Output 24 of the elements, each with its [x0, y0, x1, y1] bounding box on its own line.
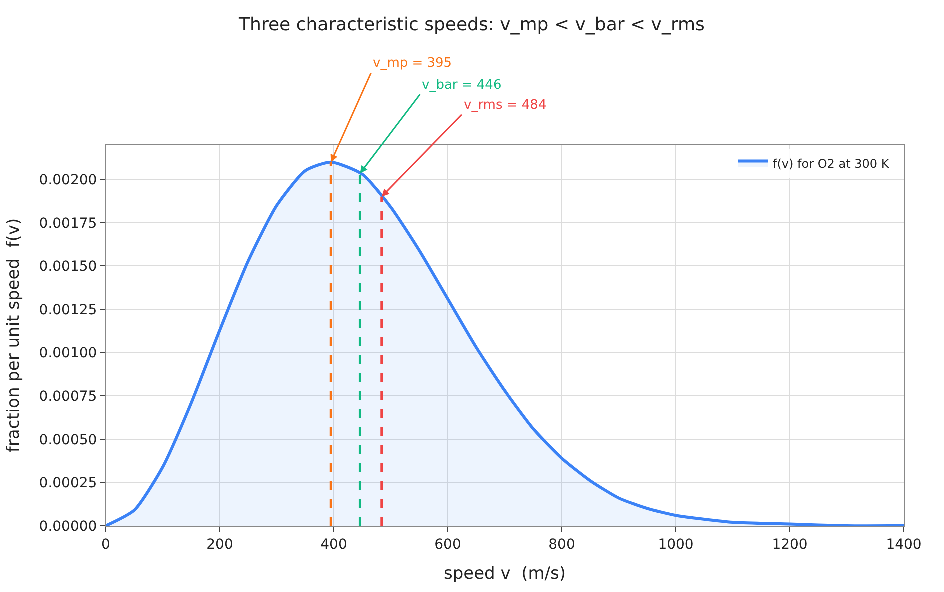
x-tick-label: 1400 — [886, 536, 922, 553]
x-tick-label: 200 — [206, 536, 234, 553]
y-tick-label: 0.00075 — [39, 389, 98, 406]
y-tick-label: 0.00025 — [39, 476, 98, 492]
x-tick-label: 1000 — [658, 536, 694, 553]
x-tick-label: 400 — [320, 536, 348, 553]
legend-label: f(v) for O2 at 300 K — [773, 156, 890, 171]
x-axis-title: speed v (m/s) — [444, 564, 566, 584]
x-tick-label: 600 — [434, 536, 462, 553]
chart-title: Three characteristic speeds: v_mp < v_bar < v_rms — [238, 14, 705, 36]
ref-line-label: v_rms = 484 — [464, 98, 547, 113]
y-tick-label: 0.00125 — [39, 302, 98, 318]
y-tick-label: 0.00000 — [39, 518, 98, 535]
y-tick-label: 0.00050 — [39, 432, 98, 448]
y-tick-label: 0.00100 — [39, 346, 98, 362]
y-tick-label: 0.00150 — [39, 259, 98, 276]
y-tick-label: 0.00175 — [39, 216, 98, 232]
y-axis-title: fraction per unit speed f(v) — [4, 218, 24, 453]
x-tick-label: 0 — [102, 536, 110, 553]
y-tick-label: 0.00200 — [39, 172, 98, 189]
x-tick-label: 800 — [548, 536, 576, 553]
x-tick-label: 1200 — [772, 536, 808, 553]
ref-line-label: v_mp = 395 — [373, 56, 452, 71]
ref-line-label: v_bar = 446 — [422, 78, 502, 93]
